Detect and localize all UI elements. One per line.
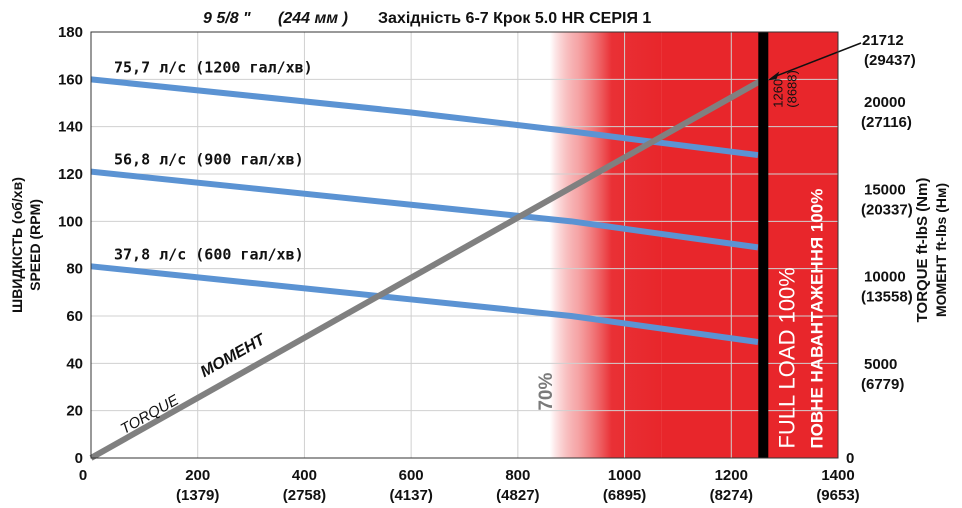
title-metric: (244 мм ) <box>278 10 348 27</box>
chart-title: 9 5/8 " (244 мм ) Західність 6-7 Крок 5.… <box>203 10 651 27</box>
y2-tick-label: 15000 <box>864 181 906 198</box>
x-tick-sublabel: (9653) <box>816 487 859 504</box>
series-line-0 <box>90 76 759 159</box>
series-label-0: 75,7 л/с (1200 гал/хв) <box>114 58 313 76</box>
full-load-value-metric: (8688) <box>784 70 799 108</box>
x-tick-label: 600 <box>399 467 424 484</box>
x-tick-label: 1400 <box>821 467 854 484</box>
x-tick-sublabel: (1379) <box>176 487 219 504</box>
x-tick-label: 1200 <box>715 467 748 484</box>
x-tick-sublabel: (4827) <box>496 487 539 504</box>
y2-tick-sublabel: (20337) <box>861 201 913 218</box>
y-tick-label: 40 <box>66 355 83 372</box>
y-tick-label: 80 <box>66 261 83 278</box>
x-tick-label: 400 <box>292 467 317 484</box>
torque-max-arrow <box>775 42 862 78</box>
full-load-label-en: FULL LOAD 100% <box>774 267 799 448</box>
seventy-percent-label: 70% <box>536 373 557 411</box>
torque-line <box>89 76 765 461</box>
y2-tick-sublabel: (6779) <box>861 376 904 393</box>
series-line-1 <box>90 168 759 251</box>
y-tick-label: 20 <box>66 403 83 420</box>
x-tick-label: 800 <box>505 467 530 484</box>
series-label-1: 56,8 л/с (900 гал/хв) <box>114 151 304 169</box>
y-tick-label: 0 <box>75 450 83 467</box>
y2-tick-label: 21712 <box>862 32 904 49</box>
x-tick-sublabel: (2758) <box>283 487 326 504</box>
y2-tick-sublabel: (29437) <box>864 52 916 69</box>
y-axis-title-en: SPEED (RPM) <box>27 199 43 291</box>
y-tick-label: 160 <box>58 71 83 88</box>
x-tick-label: 0 <box>79 467 87 484</box>
torque-max-arrowhead <box>767 71 780 81</box>
y2-tick-label: 20000 <box>864 94 906 111</box>
y2-axis-title-ua: МОМЕНТ ft-lbs (Нм) <box>933 183 949 317</box>
y2-tick-label: 10000 <box>864 269 906 286</box>
x-tick-sublabel: (6895) <box>603 487 646 504</box>
series-line-2 <box>90 263 759 346</box>
x-tick-label: 1000 <box>608 467 641 484</box>
x-tick-sublabel: (8274) <box>710 487 753 504</box>
y2-tick-label: 5000 <box>864 356 897 373</box>
y2-tick-sublabel: (13558) <box>861 289 913 306</box>
x-tick-sublabel: (4137) <box>389 487 432 504</box>
y-tick-label: 120 <box>58 166 83 183</box>
plot-frame <box>90 31 839 459</box>
y-tick-label: 60 <box>66 308 83 325</box>
x-tick-label: 200 <box>185 467 210 484</box>
y2-tick-sublabel: (27116) <box>861 114 912 131</box>
full-load-bar <box>758 32 769 458</box>
series-label-2: 37,8 л/с (600 гал/хв) <box>114 245 304 263</box>
load-zone-gradient <box>549 32 662 458</box>
y-axis-title-ua: ШВИДКІСТЬ (об/хв) <box>9 177 25 313</box>
y-tick-label: 100 <box>58 213 83 230</box>
title-model: Західність 6-7 Крок 5.0 HR СЕРІЯ 1 <box>378 10 651 27</box>
full-load-label-ua: ПОВНЕ НАВАНТАЖЕННЯ 100% <box>807 189 826 449</box>
title-size: 9 5/8 " <box>203 10 251 27</box>
y-tick-label: 140 <box>58 119 83 136</box>
torque-label-ua: МОМЕНТ <box>198 331 269 381</box>
full-load-value: 1260 <box>770 79 785 108</box>
y-tick-label: 180 <box>58 24 83 41</box>
y2-axis-title-en: TORQUE ft-lbS (Nm) <box>914 178 931 323</box>
y2-tick-label: 0 <box>846 450 854 467</box>
